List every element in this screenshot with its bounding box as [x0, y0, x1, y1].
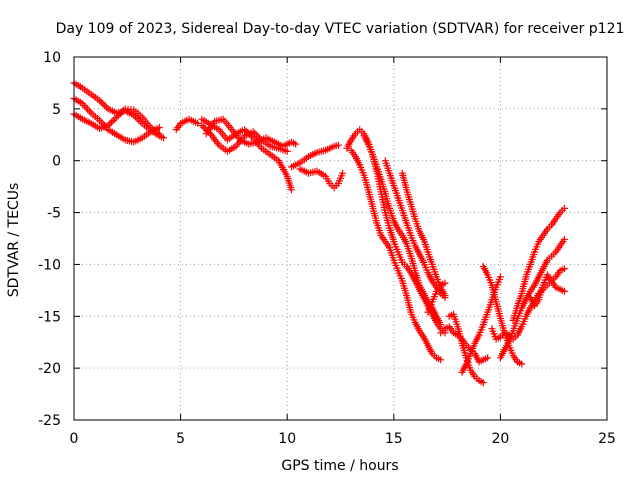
- x-tick-label: 20: [491, 431, 509, 447]
- series-track-13: [381, 157, 449, 302]
- data-point-markers: [296, 165, 347, 192]
- series-track-9: [296, 165, 347, 192]
- data-point-markers: [509, 204, 568, 324]
- y-tick-label: -15: [38, 309, 61, 325]
- y-tick-label: 0: [52, 154, 61, 170]
- data-point-markers: [496, 236, 568, 362]
- data-point-markers: [424, 279, 449, 316]
- x-tick-label: 25: [598, 431, 616, 447]
- series-track-23: [526, 271, 568, 310]
- tick-labels: 0 5 10 15 20 25 -25 -20 -15 -10 -5 0 5 10: [38, 50, 616, 447]
- data-point-markers: [398, 169, 449, 299]
- y-tick-label: 10: [43, 50, 61, 66]
- series-track-22: [509, 204, 568, 324]
- y-tick-label: -10: [38, 257, 61, 273]
- series-track-4: [172, 115, 202, 134]
- series-track-15: [424, 279, 449, 316]
- series-track-7: [202, 115, 300, 150]
- data-point-markers: [202, 115, 300, 150]
- plot-frame: [73, 56, 608, 421]
- y-tick-label: -25: [38, 413, 61, 429]
- y-tick-label: 5: [52, 102, 61, 118]
- chart-title: Day 109 of 2023, Sidereal Day-to-day VTE…: [56, 21, 625, 37]
- x-tick-label: 10: [278, 431, 296, 447]
- series-track-21: [496, 236, 568, 362]
- series-track-14: [398, 169, 449, 299]
- y-tick-label: -20: [38, 361, 61, 377]
- data-point-markers: [288, 141, 342, 171]
- grid-lines: [74, 57, 607, 420]
- data-point-markers: [526, 271, 568, 310]
- series-track-8: [288, 141, 342, 171]
- data-point-markers: [381, 157, 449, 302]
- x-tick-label: 5: [176, 431, 185, 447]
- y-axis-title: SDTVAR / TECUs: [6, 183, 22, 298]
- x-tick-label: 0: [70, 431, 79, 447]
- y-tick-label: -5: [47, 206, 61, 222]
- x-axis-title: GPS time / hours: [281, 458, 398, 474]
- series-track-17: [437, 323, 492, 366]
- data-point-markers: [347, 146, 445, 364]
- axis-ticks: [73, 56, 608, 421]
- data-point-markers: [172, 115, 202, 134]
- x-tick-label: 15: [385, 431, 403, 447]
- data-point-markers: [437, 323, 492, 366]
- data-points: [70, 79, 568, 387]
- series-track-11: [347, 146, 445, 364]
